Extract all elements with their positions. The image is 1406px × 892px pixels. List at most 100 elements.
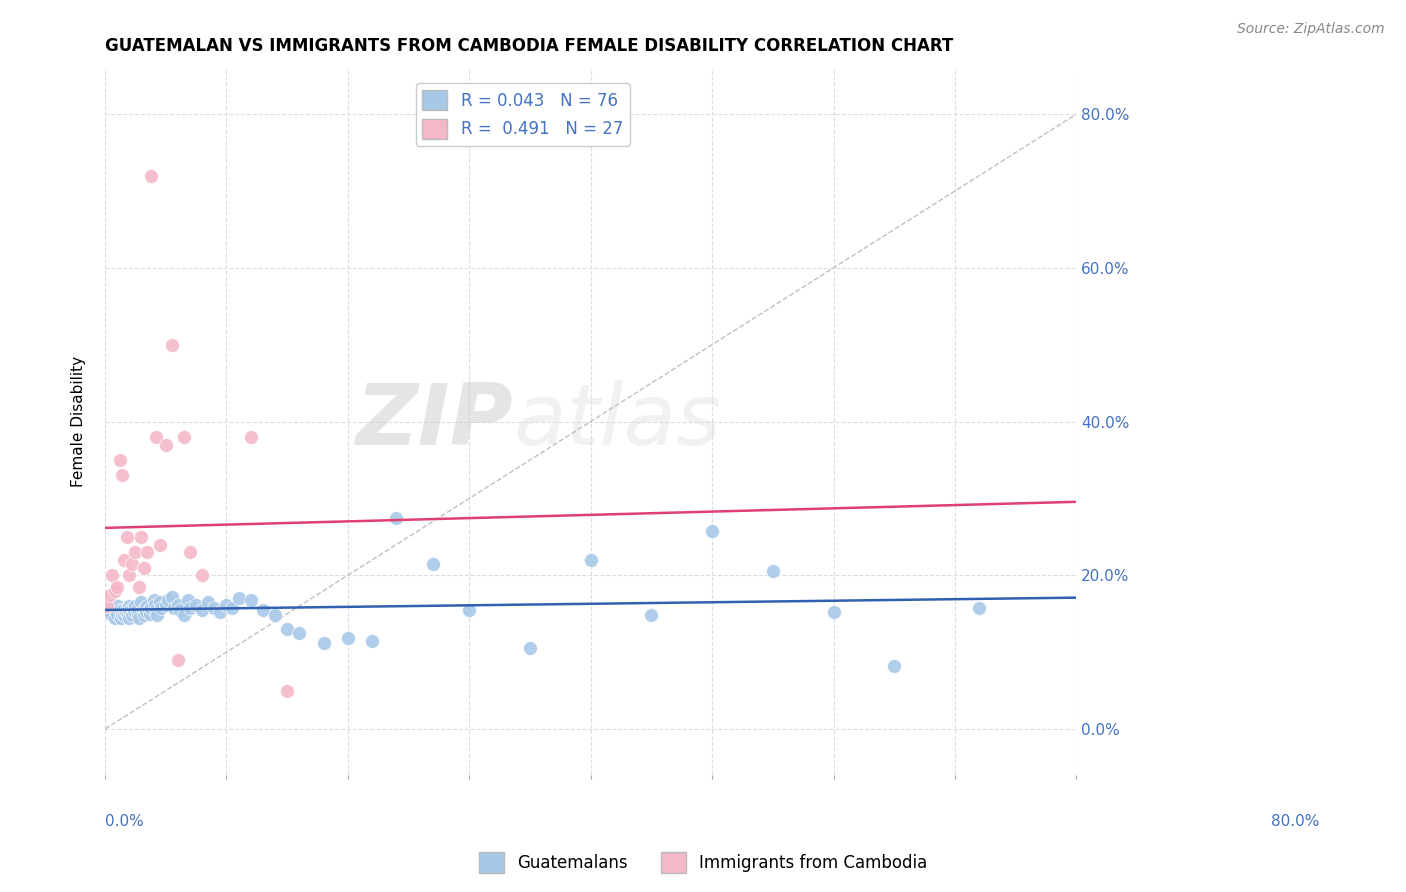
Point <box>336 632 359 646</box>
Point <box>136 545 159 559</box>
Text: ZIP: ZIP <box>356 380 513 463</box>
Point <box>118 610 141 624</box>
Point <box>104 610 127 624</box>
Point <box>104 583 127 598</box>
Point <box>142 593 165 607</box>
Point <box>209 605 232 619</box>
Point <box>105 580 128 594</box>
Point <box>149 600 172 615</box>
Point <box>108 453 131 467</box>
Point <box>883 659 905 673</box>
Point <box>132 608 155 623</box>
Point <box>131 595 153 609</box>
Point <box>118 599 141 613</box>
Y-axis label: Female Disability: Female Disability <box>72 356 86 487</box>
Point <box>288 626 311 640</box>
Point <box>139 607 162 621</box>
Point <box>104 603 127 617</box>
Point <box>108 603 131 617</box>
Point <box>131 530 153 544</box>
Point <box>179 600 201 615</box>
Point <box>112 553 135 567</box>
Point <box>115 602 138 616</box>
Point <box>143 598 166 612</box>
Point <box>173 430 195 444</box>
Point <box>118 568 141 582</box>
Point <box>112 603 135 617</box>
Point <box>361 633 384 648</box>
Point <box>239 593 262 607</box>
Point <box>700 524 723 538</box>
Point <box>166 598 188 612</box>
Point <box>128 580 150 594</box>
Point <box>122 604 145 618</box>
Point <box>157 593 180 607</box>
Point <box>385 510 408 524</box>
Point <box>122 600 145 615</box>
Point <box>160 337 183 351</box>
Text: GUATEMALAN VS IMMIGRANTS FROM CAMBODIA FEMALE DISABILITY CORRELATION CHART: GUATEMALAN VS IMMIGRANTS FROM CAMBODIA F… <box>105 37 953 55</box>
Point <box>202 600 225 615</box>
Text: 0.0%: 0.0% <box>105 814 143 829</box>
Point <box>124 599 146 613</box>
Point <box>131 603 153 617</box>
Point <box>239 430 262 444</box>
Point <box>169 603 191 617</box>
Point <box>97 603 120 617</box>
Point <box>111 607 134 621</box>
Text: atlas: atlas <box>513 380 721 463</box>
Point <box>252 603 274 617</box>
Point <box>138 603 160 617</box>
Point <box>215 598 238 612</box>
Point <box>112 608 135 623</box>
Point <box>149 537 172 551</box>
Point <box>100 607 122 621</box>
Point <box>228 591 250 606</box>
Point <box>134 600 156 615</box>
Point <box>163 600 186 615</box>
Point <box>107 599 129 613</box>
Point <box>197 595 219 609</box>
Point <box>155 598 177 612</box>
Point <box>191 568 214 582</box>
Point <box>967 600 990 615</box>
Point <box>111 468 134 483</box>
Point <box>160 590 183 604</box>
Point <box>823 605 845 619</box>
Point <box>120 603 142 617</box>
Point <box>139 169 162 183</box>
Point <box>276 683 298 698</box>
Point <box>458 603 481 617</box>
Legend: Guatemalans, Immigrants from Cambodia: Guatemalans, Immigrants from Cambodia <box>472 846 934 880</box>
Point <box>176 593 198 607</box>
Point <box>117 607 139 621</box>
Point <box>127 607 149 621</box>
Point <box>184 598 207 612</box>
Point <box>155 437 177 451</box>
Point <box>128 610 150 624</box>
Legend: R = 0.043   N = 76, R =  0.491   N = 27: R = 0.043 N = 76, R = 0.491 N = 27 <box>416 83 630 145</box>
Point <box>762 565 785 579</box>
Point <box>98 588 121 602</box>
Point <box>276 622 298 636</box>
Point <box>121 608 143 623</box>
Point <box>114 605 136 619</box>
Point <box>132 560 155 574</box>
Point <box>519 641 541 656</box>
Text: Source: ZipAtlas.com: Source: ZipAtlas.com <box>1237 22 1385 37</box>
Point <box>139 600 162 615</box>
Point <box>103 599 125 613</box>
Point <box>115 530 138 544</box>
Point <box>96 599 118 613</box>
Point <box>191 603 214 617</box>
Point <box>121 557 143 571</box>
Point <box>166 653 188 667</box>
Point <box>125 603 148 617</box>
Point <box>145 430 167 444</box>
Point <box>422 557 444 571</box>
Point <box>136 599 159 613</box>
Point <box>135 605 157 619</box>
Point <box>179 545 201 559</box>
Point <box>105 607 128 621</box>
Point <box>579 553 602 567</box>
